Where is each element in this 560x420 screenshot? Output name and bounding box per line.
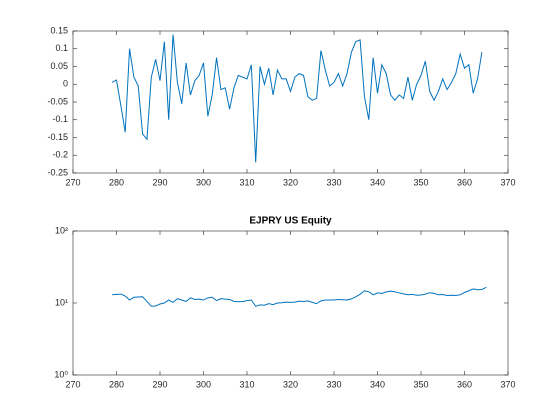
y-tick-label: -0.15 xyxy=(47,132,68,142)
x-tick-label: 360 xyxy=(457,379,472,389)
x-tick-label: 330 xyxy=(326,379,341,389)
x-tick-label: 310 xyxy=(239,379,254,389)
x-tick-label: 350 xyxy=(413,177,428,187)
x-tick-label: 320 xyxy=(283,379,298,389)
data-line xyxy=(111,34,483,163)
x-tick-label: 370 xyxy=(500,379,515,389)
y-tick-label: -0.2 xyxy=(52,150,68,160)
y-tick-label: 0.1 xyxy=(55,43,68,53)
x-tick-label: 270 xyxy=(65,379,80,389)
x-tick-label: 270 xyxy=(65,177,80,187)
y-tick-label: 10⁰ xyxy=(54,369,68,379)
plot-area xyxy=(72,30,509,174)
x-tick-label: 310 xyxy=(239,177,254,187)
x-tick-label: 340 xyxy=(370,379,385,389)
y-tick-label: 0.15 xyxy=(50,25,68,35)
x-tick-label: 360 xyxy=(457,177,472,187)
y-tick-label: 10² xyxy=(55,225,68,235)
y-tick-label: -0.05 xyxy=(47,96,68,106)
x-tick-label: 340 xyxy=(370,177,385,187)
x-tick-label: 280 xyxy=(109,177,124,187)
x-tick-label: 330 xyxy=(326,177,341,187)
x-tick-label: 290 xyxy=(152,379,167,389)
y-tick-label: -0.1 xyxy=(52,114,68,124)
x-tick-label: 300 xyxy=(196,379,211,389)
y-tick-label: 10¹ xyxy=(55,297,68,307)
x-tick-label: 350 xyxy=(413,379,428,389)
x-tick-label: 320 xyxy=(283,177,298,187)
chart-title: EJPRY US Equity xyxy=(249,216,332,227)
y-tick-label: 0.05 xyxy=(50,61,68,71)
x-tick-label: 290 xyxy=(152,177,167,187)
x-tick-label: 370 xyxy=(500,177,515,187)
data-line xyxy=(112,286,487,307)
x-tick-label: 280 xyxy=(109,379,124,389)
y-tick-label: -0.25 xyxy=(47,167,68,177)
x-tick-label: 300 xyxy=(196,177,211,187)
plot-area xyxy=(72,230,509,376)
y-tick-label: 0 xyxy=(63,79,68,89)
